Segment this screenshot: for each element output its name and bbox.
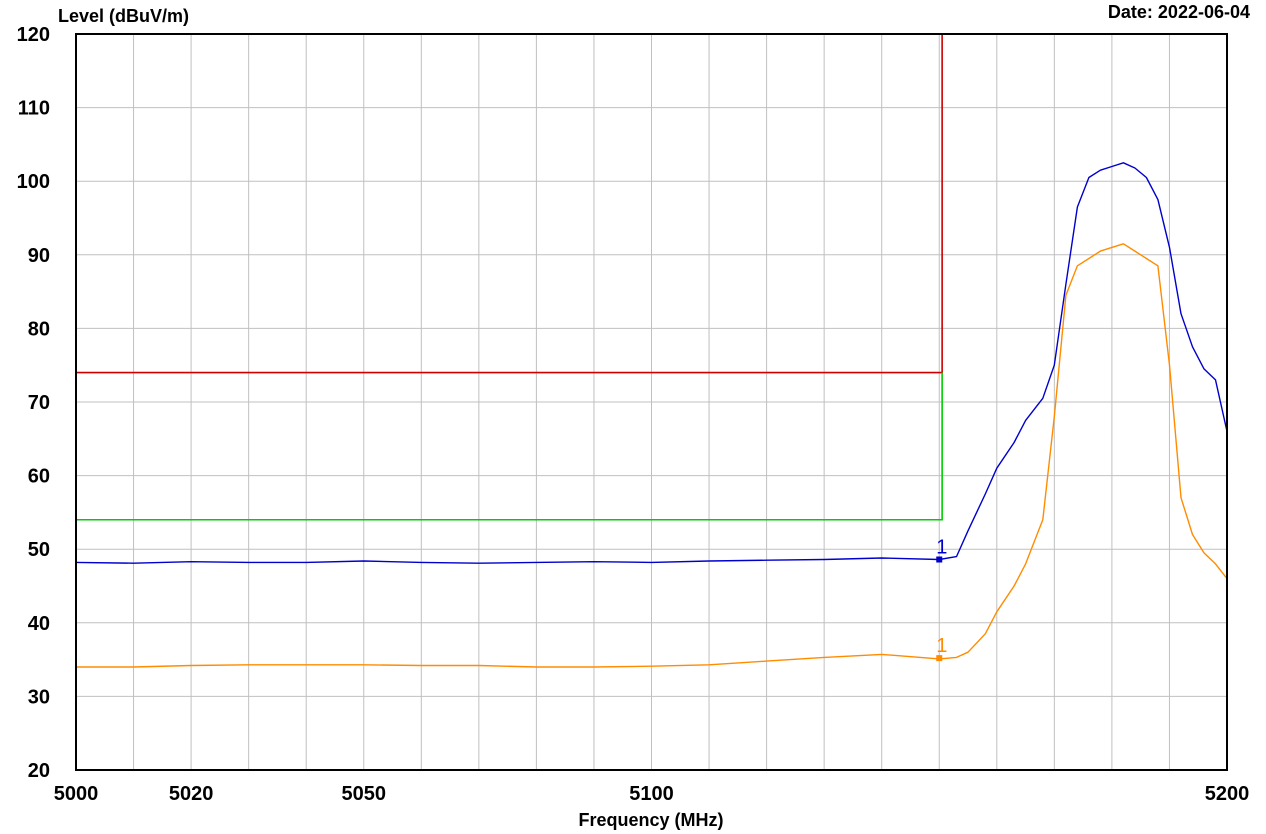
y-tick-label: 100	[17, 171, 50, 193]
y-tick-label: 40	[28, 613, 50, 635]
y-tick-label: 90	[28, 245, 50, 267]
y-tick-label: 120	[17, 24, 50, 46]
series-marker-label-1: 1	[936, 537, 947, 559]
y-tick-label: 50	[28, 539, 50, 561]
x-axis-title: Frequency (MHz)	[578, 810, 723, 830]
series-lines: 11	[75, 162, 1228, 668]
y-tick-label: 70	[28, 392, 50, 414]
x-tick-label: 5020	[169, 783, 214, 805]
y-tick-label: 60	[28, 466, 50, 488]
y-tick-label: 80	[28, 318, 50, 340]
series-line-2	[76, 243, 1228, 668]
limit-lines	[76, 34, 943, 521]
y-gridlines	[76, 107, 1227, 697]
y-tick-label: 30	[28, 686, 50, 708]
series-marker-label-2: 1	[936, 635, 947, 657]
limit-line-2	[76, 372, 943, 521]
series-marker-1	[936, 556, 943, 563]
y-tick-label: 20	[28, 760, 50, 782]
date-label: Date: 2022-06-04	[1108, 2, 1250, 22]
x-tick-label: 5200	[1205, 783, 1250, 805]
series-marker-2	[936, 655, 943, 662]
x-tick-label: 5100	[629, 783, 674, 805]
x-tick-labels: 5000 5020 5050 5100 5200	[54, 783, 1250, 805]
y-tick-labels: 20 30 40 50 60 70 80 90 100 110 120	[17, 24, 50, 782]
plot-frame	[75, 33, 1228, 771]
y-tick-label: 110	[18, 98, 50, 120]
y-axis-title: Level (dBuV/m)	[58, 6, 189, 26]
x-tick-label: 5050	[342, 783, 387, 805]
series-line-1	[75, 162, 1228, 564]
x-tick-label: 5000	[54, 783, 99, 805]
